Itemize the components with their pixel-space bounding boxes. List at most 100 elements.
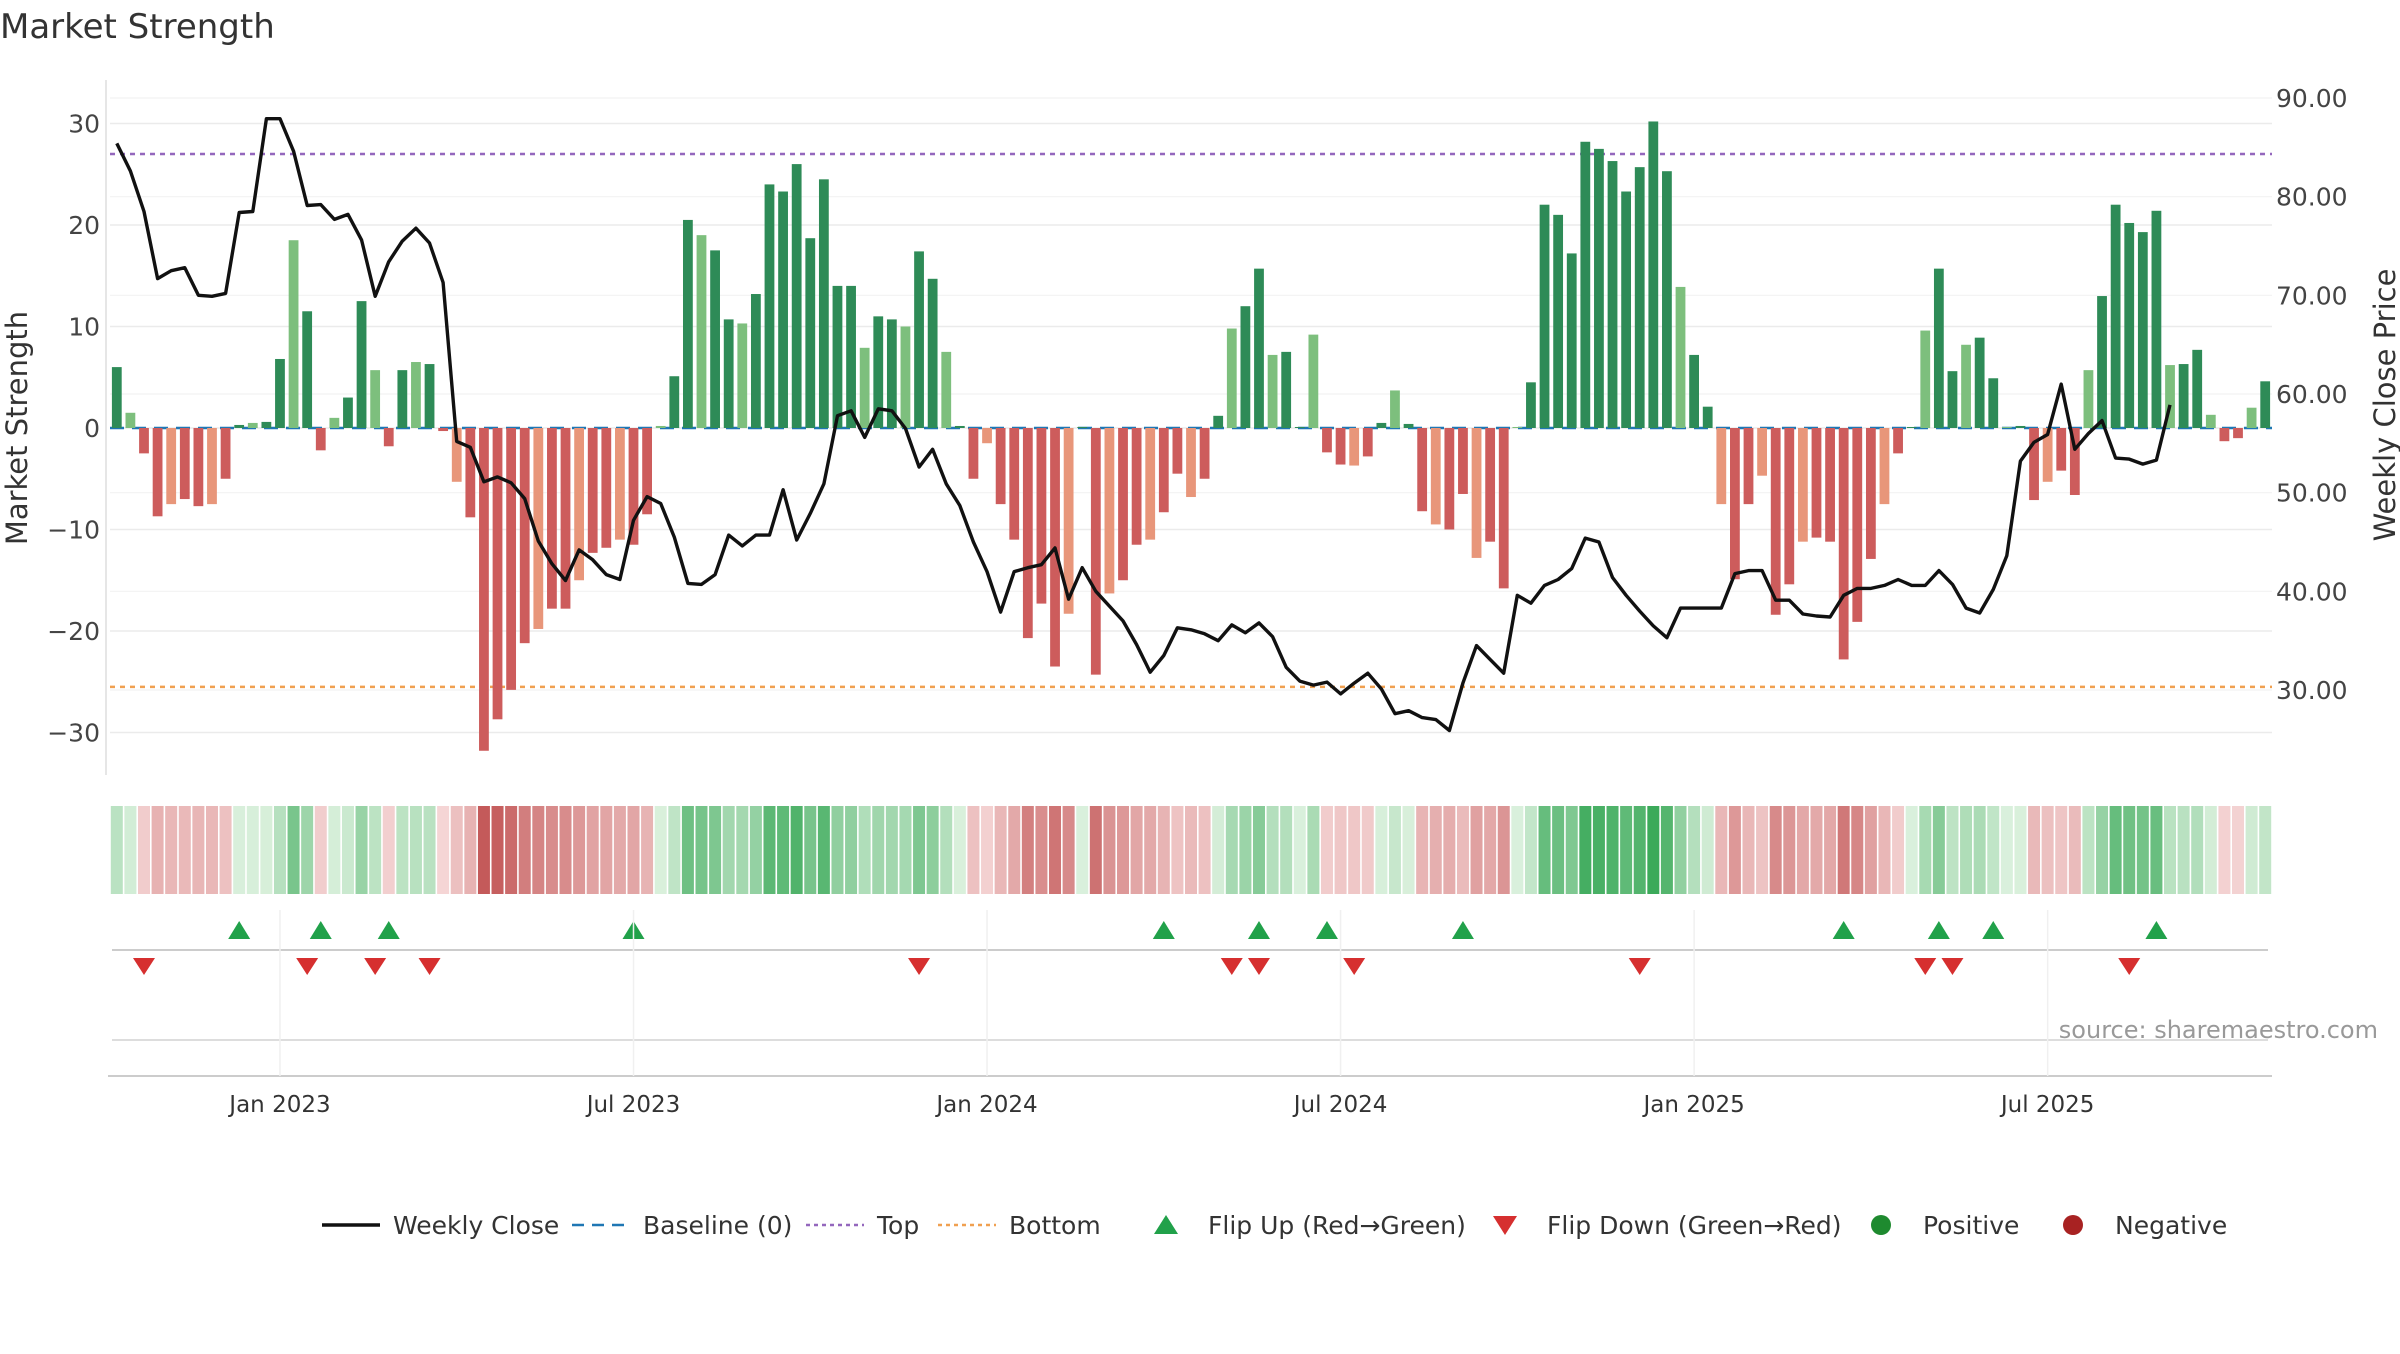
strip-cell xyxy=(573,806,586,894)
strip-cell xyxy=(287,806,300,894)
strength-bar xyxy=(1689,354,1700,428)
legend-label: Weekly Close xyxy=(393,1211,559,1240)
strength-bar xyxy=(1403,423,1414,428)
strength-bar xyxy=(927,278,938,428)
strip-cell xyxy=(1144,806,1157,894)
legend-label: Flip Up (Red→Green) xyxy=(1208,1211,1466,1240)
strip-cell xyxy=(1919,806,1932,894)
strength-bar xyxy=(1648,121,1659,428)
strength-bar xyxy=(2056,428,2067,471)
strip-cell xyxy=(790,806,803,894)
strength-bar xyxy=(2178,364,2189,428)
strength-bar xyxy=(1254,268,1264,428)
strip-cell xyxy=(1076,806,1089,894)
strip-cell xyxy=(233,806,246,894)
strength-bar xyxy=(506,428,517,690)
strip-cell xyxy=(600,806,613,894)
strip-cell xyxy=(1157,806,1170,894)
strength-bar xyxy=(1131,428,1142,545)
strength-bar xyxy=(941,351,952,428)
strip-cell xyxy=(423,806,436,894)
legend-item: Negative xyxy=(2063,1211,2227,1240)
strength-bar xyxy=(2192,349,2203,428)
strength-bar xyxy=(2137,232,2148,428)
strength-bar xyxy=(139,428,149,454)
strength-bar xyxy=(764,184,775,428)
strip-cell xyxy=(437,806,450,894)
strength-bar xyxy=(2097,296,2107,428)
flip-down-marker xyxy=(132,958,155,975)
x-axis: Jan 2023 Jul 2023 Jan 2024 Jul 2024 Jan 2025… xyxy=(108,910,2272,1118)
strength-bar xyxy=(696,235,707,428)
y-tick-label: 30 xyxy=(68,110,100,139)
strength-bar xyxy=(288,240,299,428)
strip-cell xyxy=(1660,806,1673,894)
strip-cell xyxy=(1130,806,1143,894)
strength-bar xyxy=(791,164,802,428)
strip-cell xyxy=(2259,806,2272,894)
strength-bar xyxy=(750,294,761,428)
strength-bar xyxy=(914,251,924,428)
strength-bar xyxy=(1077,426,1088,428)
legend-item: Positive xyxy=(1871,1211,2019,1240)
legend-label: Negative xyxy=(2115,1211,2227,1240)
strip-cell xyxy=(464,806,477,894)
strip-cell xyxy=(1198,806,1211,894)
strength-bar xyxy=(1757,428,1767,476)
flip-down-marker xyxy=(1628,958,1651,975)
strength-bar xyxy=(710,250,720,428)
strip-cell xyxy=(1334,806,1347,894)
strip-cell xyxy=(1225,806,1238,894)
strip-cell xyxy=(1579,806,1592,894)
strength-bar xyxy=(995,428,1006,505)
strength-bar xyxy=(1022,428,1033,639)
strip-cell xyxy=(301,806,314,894)
strip-cell xyxy=(1361,806,1374,894)
strip-cell xyxy=(1701,806,1714,894)
strength-bar xyxy=(1444,428,1455,530)
strip-cell xyxy=(681,806,694,894)
strip-cell xyxy=(1266,806,1279,894)
flip-down-marker xyxy=(908,958,931,975)
weekly-close-line-group xyxy=(115,116,2172,733)
strength-bar xyxy=(438,428,449,432)
strength-bar xyxy=(479,428,489,751)
strength-bar xyxy=(247,422,258,428)
strength-bar xyxy=(846,285,856,428)
strip-cell xyxy=(899,806,912,894)
strength-bar xyxy=(2083,370,2094,428)
strength-bar xyxy=(2205,414,2216,428)
legend-label: Positive xyxy=(1923,1211,2019,1240)
strength-bar xyxy=(1825,428,1835,542)
flip-down-marker xyxy=(364,958,387,975)
legend-flip-down-icon xyxy=(1493,1216,1517,1235)
strip-cell xyxy=(1293,806,1306,894)
strip-cell xyxy=(2232,806,2245,894)
y-tick-label: −30 xyxy=(47,719,100,748)
strip-cell xyxy=(1932,806,1945,894)
strip-cell xyxy=(2028,806,2041,894)
strip-cell xyxy=(1089,806,1102,894)
strength-bar xyxy=(1036,428,1047,604)
strength-bar xyxy=(1743,428,1754,505)
x-tick-label: Jan 2023 xyxy=(227,1092,330,1118)
strength-bar xyxy=(1118,428,1128,581)
y2-tick-label: 60.00 xyxy=(2276,380,2348,409)
legend-item: Flip Down (Green→Red) xyxy=(1493,1211,1842,1240)
legend-circle-icon xyxy=(2063,1215,2083,1235)
strip-cell xyxy=(1252,806,1265,894)
strength-bar xyxy=(2151,210,2162,428)
legend-item: Weekly Close xyxy=(322,1211,559,1240)
y2-tick-label: 70.00 xyxy=(2276,281,2348,310)
strip-cell xyxy=(967,806,980,894)
strip-cell xyxy=(1062,806,1075,894)
strength-bar xyxy=(1974,337,1985,428)
y-axis-title: Market Strength xyxy=(0,311,34,545)
strength-bar xyxy=(1267,354,1278,428)
strip-cell xyxy=(2055,806,2068,894)
strip-cell xyxy=(328,806,341,894)
strength-bar xyxy=(1009,428,1020,540)
strip-cell xyxy=(913,806,926,894)
strength-bar xyxy=(1947,371,1958,428)
strip-cell xyxy=(1524,806,1537,894)
